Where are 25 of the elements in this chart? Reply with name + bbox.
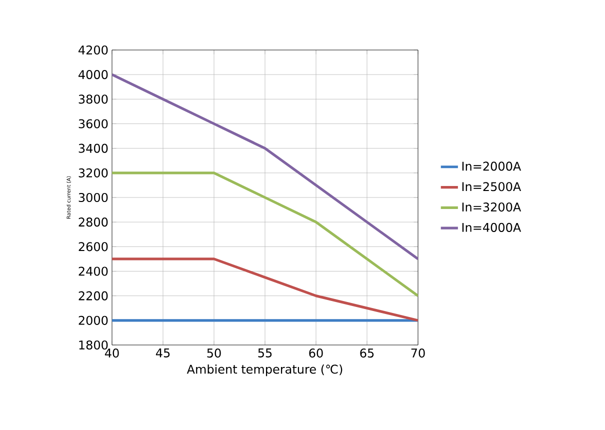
legend-label: In=2000A xyxy=(462,162,522,171)
y-tick-label: 3000 xyxy=(78,192,108,202)
x-tick-label: 65 xyxy=(360,348,374,358)
x-tick-label: 55 xyxy=(258,348,272,358)
x-tick-label: 45 xyxy=(156,348,170,358)
y-tick-label: 2200 xyxy=(78,291,108,300)
y-tick-label: 2000 xyxy=(78,316,108,325)
y-tick-label: 4000 xyxy=(78,70,108,80)
y-tick-label: 1800 xyxy=(79,340,108,350)
y-tick-label: 3400 xyxy=(78,144,108,153)
y-tick-label: 3600 xyxy=(78,119,108,128)
legend-label: In=2500A xyxy=(462,182,522,192)
y-tick-label: 3200 xyxy=(78,168,108,178)
legend-label: In=3200A xyxy=(462,202,522,212)
x-tick-label: 60 xyxy=(309,348,323,358)
y-tick-label: 4200 xyxy=(78,45,108,55)
x-tick-label: 40 xyxy=(104,348,119,358)
y-tick-label: 3800 xyxy=(78,94,108,104)
x-tick-label: 70 xyxy=(411,348,425,358)
x-tick-label: 50 xyxy=(207,348,221,358)
y-tick-label: 2800 xyxy=(78,218,108,227)
y-tick-label: 2600 xyxy=(78,242,108,252)
x-axis-title: Ambient temperature (℃) xyxy=(186,364,342,376)
y-tick-label: 2400 xyxy=(78,266,108,276)
legend-label: In=4000A xyxy=(462,222,522,232)
